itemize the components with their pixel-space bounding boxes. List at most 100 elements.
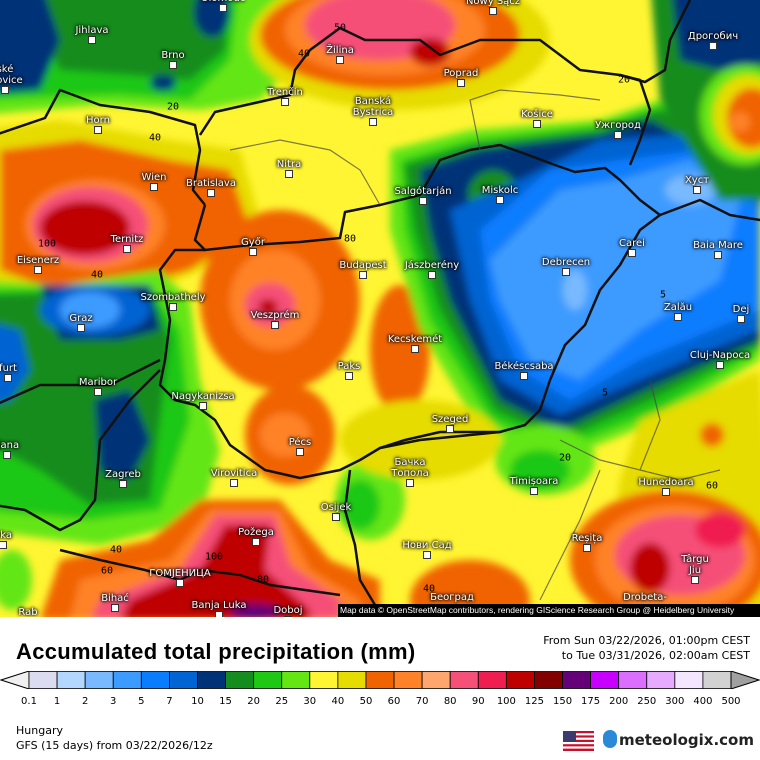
city-marker — [737, 315, 745, 323]
color-scale-label: 125 — [524, 696, 544, 707]
color-scale-cell — [84, 671, 114, 689]
color-scale-cell — [309, 671, 339, 689]
city-marker — [369, 118, 377, 126]
city-marker — [419, 197, 427, 205]
color-scale-label: 15 — [219, 696, 232, 707]
city-marker — [3, 451, 11, 459]
city-label: Zagreb — [105, 469, 141, 480]
color-scale-cell — [421, 671, 451, 689]
city-marker — [271, 321, 279, 329]
city-label: Nagykanizsa — [171, 391, 235, 402]
city-label: Banská Bystrica — [352, 96, 394, 118]
city-marker — [284, 616, 292, 617]
city-label: Bihać — [101, 593, 129, 604]
contour-label: 40 — [109, 544, 123, 556]
color-scale-cell — [674, 671, 704, 689]
precipitation-map[interactable]: Olomouc Jihlava Brno skéejovice Horn Wien Brat… — [0, 0, 760, 617]
color-scale-label: 60 — [387, 696, 401, 707]
us-flag-icon[interactable] — [563, 731, 594, 751]
city-label: Pécs — [288, 437, 312, 448]
city-label: Požega — [238, 527, 274, 538]
color-scale-cell — [393, 671, 423, 689]
city-label: Maribor — [78, 377, 118, 388]
city-label: Drobeta- — [623, 592, 667, 603]
color-scale-label: 7 — [166, 696, 173, 707]
city-marker — [1, 86, 9, 94]
color-scale-label: 20 — [247, 696, 260, 707]
contour-label: 80 — [256, 574, 270, 586]
color-scale-label: 25 — [275, 696, 289, 707]
city-marker — [230, 479, 238, 487]
city-label: skéejovice — [0, 64, 23, 86]
city-marker — [693, 186, 701, 194]
city-marker — [709, 42, 717, 50]
city-marker — [296, 448, 304, 456]
city-label: Szeged — [431, 414, 469, 425]
city-marker — [281, 98, 289, 106]
contour-label: 5 — [659, 289, 667, 301]
color-scale-cell — [28, 671, 58, 689]
region-name: Hungary — [16, 724, 63, 737]
contour-label: 40 — [90, 269, 104, 281]
color-scale-cell — [534, 671, 563, 689]
city-label: Ужгород — [595, 120, 641, 131]
city-marker — [119, 480, 127, 488]
color-scale-label: 80 — [443, 696, 457, 707]
color-scale-cell — [281, 671, 311, 689]
city-marker — [336, 56, 344, 64]
city-marker — [88, 36, 96, 44]
city-label: Győr — [241, 237, 265, 248]
city-label: Jihlava — [75, 25, 109, 36]
map-attribution[interactable]: Map data © OpenStreetMap contributors, r… — [338, 604, 760, 617]
contour-label: 100 — [204, 551, 224, 563]
color-scale-label: 200 — [609, 696, 629, 707]
city-marker — [359, 271, 367, 279]
forecast-period: From Sun 03/22/2026, 01:00pm CEST to Tue… — [543, 633, 750, 663]
city-label: Нови Сад — [402, 540, 452, 551]
color-scale-cell — [56, 671, 86, 689]
contour-label: 20 — [558, 452, 572, 464]
city-label: Zalău — [663, 302, 693, 313]
contour-label: 40 — [422, 583, 436, 595]
city-marker — [674, 313, 682, 321]
contour-label: 5 — [601, 387, 609, 399]
city-label: Carei — [619, 238, 645, 249]
city-label: Banja Luka — [191, 600, 247, 611]
city-marker — [34, 266, 42, 274]
color-scale-cell — [112, 671, 142, 689]
color-scale-label: 250 — [637, 696, 657, 707]
color-scale-cell — [449, 671, 479, 689]
city-label: Târgu Jiu — [681, 554, 709, 576]
city-label: Nowy Sącz — [465, 0, 521, 7]
city-label: Baia Mare — [693, 240, 743, 251]
city-marker — [207, 189, 215, 197]
city-marker — [530, 487, 538, 495]
model-run: GFS (15 days) from 03/22/2026/12z — [16, 739, 213, 752]
city-marker — [176, 579, 184, 587]
city-marker — [77, 324, 85, 332]
color-scale-label: 2 — [81, 696, 89, 707]
color-scale-label: 5 — [138, 696, 145, 707]
color-scale-label: 1 — [53, 696, 61, 707]
contour-label: 40 — [297, 48, 311, 60]
meteologix-logo[interactable]: meteologix.com — [603, 730, 754, 749]
logo-icon — [603, 730, 617, 748]
period-from: From Sun 03/22/2026, 01:00pm CEST — [543, 634, 750, 647]
city-marker — [496, 196, 504, 204]
city-marker — [0, 541, 7, 549]
color-scale-label: 90 — [471, 696, 485, 707]
color-scale-label: 70 — [415, 696, 429, 707]
city-label: Ternitz — [110, 234, 144, 245]
color-scale-label: 400 — [693, 696, 713, 707]
color-scale-cell — [197, 671, 226, 689]
contour-label: 60 — [705, 480, 719, 492]
color-scale-label: 0.1 — [21, 696, 37, 707]
color-scale-label: 300 — [665, 696, 685, 707]
city-marker — [199, 402, 207, 410]
city-marker — [94, 388, 102, 396]
city-marker — [411, 345, 419, 353]
color-scale-label: 40 — [331, 696, 345, 707]
color-scale-label: 50 — [359, 696, 373, 707]
city-marker — [345, 372, 353, 380]
city-marker — [714, 251, 722, 259]
